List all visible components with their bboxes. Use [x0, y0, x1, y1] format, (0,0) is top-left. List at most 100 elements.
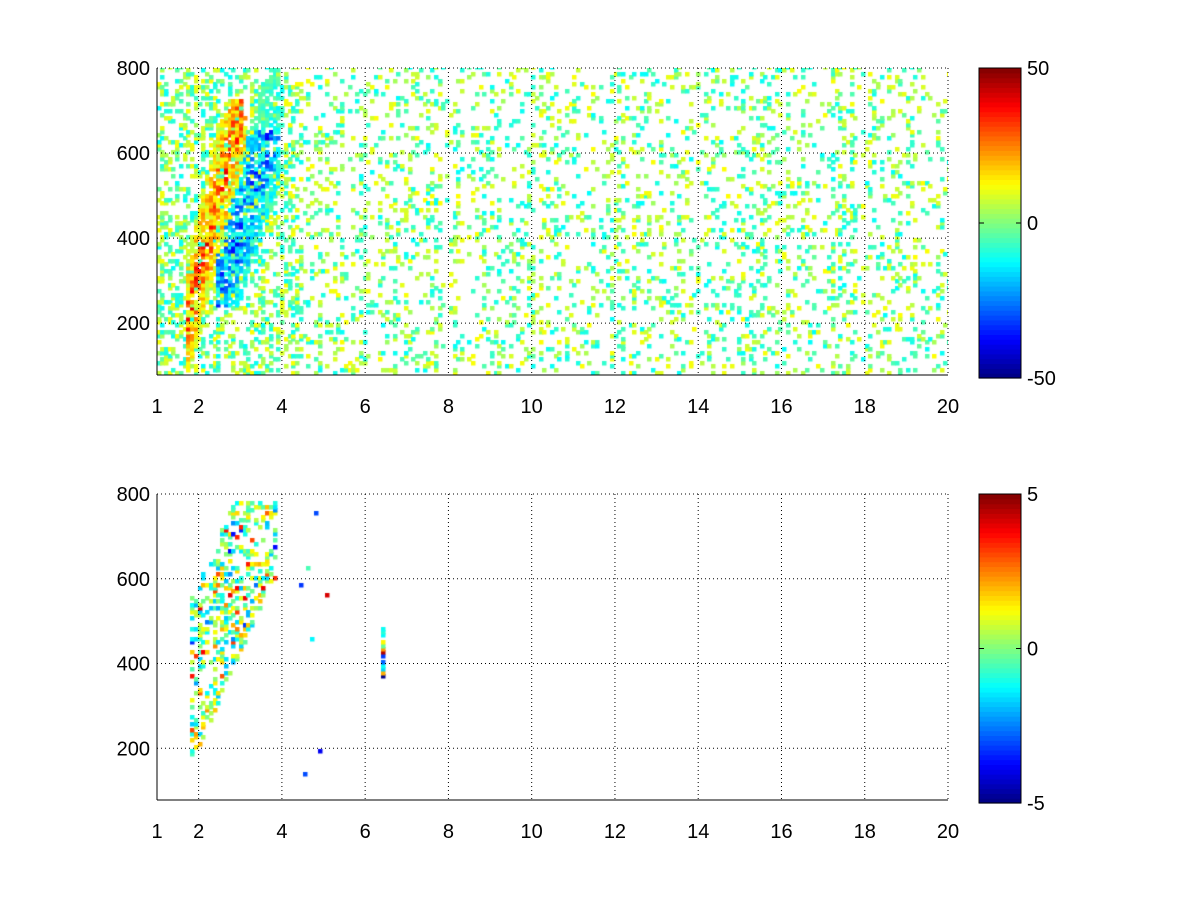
- colorbar-swatch: [979, 348, 1021, 355]
- colorbar-swatch: [979, 189, 1021, 195]
- colorbar-swatch: [979, 561, 1021, 568]
- colorbar-swatch: [979, 247, 1021, 253]
- colorbar-swatch: [979, 774, 1021, 780]
- colorbar-swatch: [979, 696, 1021, 703]
- y-tick-label: 400: [117, 228, 150, 250]
- colorbar-swatch: [979, 648, 1021, 654]
- colorbar-swatch: [979, 281, 1021, 287]
- colorbar-swatch: [979, 706, 1021, 712]
- colorbar-2: 5 0 -5: [978, 484, 1045, 815]
- colorbar-swatch: [979, 135, 1021, 142]
- colorbar-swatch: [979, 130, 1021, 137]
- y-tick-label: 800: [117, 58, 150, 80]
- colorbar-swatch: [979, 547, 1021, 553]
- colorbar-swatch: [979, 619, 1021, 625]
- colorbar-swatch: [979, 198, 1021, 205]
- colorbar-swatch: [979, 261, 1021, 268]
- colorbar-swatch: [979, 111, 1021, 118]
- x-tick-label: 20: [937, 821, 959, 843]
- colorbar-swatch: [979, 503, 1021, 510]
- colorbar-swatch: [979, 150, 1021, 156]
- colorbar-swatch: [979, 252, 1021, 258]
- colorbar-swatch: [979, 145, 1021, 151]
- colorbar-swatch: [979, 629, 1021, 635]
- colorbar-swatch: [979, 174, 1021, 181]
- colorbar-swatch: [979, 740, 1021, 746]
- colorbar-swatch: [979, 600, 1021, 606]
- colorbar-swatch: [979, 754, 1021, 761]
- colorbar-swatch: [979, 227, 1021, 234]
- colorbar-swatch: [979, 285, 1021, 292]
- y-tick-label: 200: [117, 738, 150, 760]
- colorbar-swatch: [979, 634, 1021, 640]
- x-tick-label: 6: [360, 396, 371, 418]
- x-tick-label: 4: [276, 821, 287, 843]
- colorbar-swatch: [979, 498, 1021, 505]
- colorbar-swatch: [979, 344, 1021, 350]
- colorbar-swatch: [979, 691, 1021, 698]
- colorbar-swatch: [979, 580, 1021, 587]
- colorbar-tick-label: 0: [1027, 213, 1038, 235]
- colorbar-swatch: [979, 223, 1021, 229]
- colorbar-swatch: [979, 532, 1021, 539]
- colorbar-swatch: [979, 92, 1021, 98]
- colorbar-swatch: [979, 324, 1021, 331]
- colorbar-swatch: [979, 711, 1021, 717]
- colorbar-swatch: [979, 193, 1021, 200]
- colorbar-swatch: [979, 595, 1021, 601]
- colorbar-swatch: [979, 677, 1021, 683]
- colorbar-swatch: [979, 643, 1021, 650]
- colorbar-swatch: [979, 614, 1021, 621]
- colorbar-swatch: [979, 745, 1021, 751]
- colorbar-swatch: [979, 778, 1021, 785]
- colorbar-swatch: [979, 363, 1021, 369]
- colorbar-swatch: [979, 140, 1021, 147]
- x-tick-label: 16: [770, 396, 792, 418]
- colorbar-swatch: [979, 638, 1021, 645]
- colorbar-swatch: [979, 759, 1021, 765]
- colorbar-swatch: [979, 769, 1021, 775]
- colorbar-swatch: [979, 82, 1021, 88]
- x-tick-label: 6: [360, 821, 371, 843]
- colorbar-swatch: [979, 585, 1021, 592]
- colorbar-swatch: [979, 271, 1021, 277]
- colorbar-tick-label: -5: [1027, 793, 1045, 815]
- colorbar-swatch: [979, 716, 1021, 722]
- colorbar-swatch: [979, 687, 1021, 693]
- colorbar-swatch: [979, 329, 1021, 336]
- x-tick-label: 14: [687, 396, 709, 418]
- colorbar-swatch: [979, 184, 1021, 190]
- colorbar-swatch: [979, 730, 1021, 737]
- colorbar-swatch: [979, 68, 1021, 74]
- x-tick-label: 8: [443, 396, 454, 418]
- colorbar-swatch: [979, 121, 1021, 127]
- colorbar-swatch: [979, 300, 1021, 306]
- colorbar-swatch: [979, 527, 1021, 534]
- y-tick-label: 800: [117, 484, 150, 506]
- colorbar-swatch: [979, 276, 1021, 282]
- colorbar-swatch: [979, 305, 1021, 311]
- colorbar-swatch: [979, 295, 1021, 302]
- colorbar-swatch: [979, 793, 1021, 799]
- colorbar-swatch: [979, 537, 1021, 543]
- colorbar-swatch: [979, 97, 1021, 103]
- colorbar-swatch: [979, 290, 1021, 297]
- x-tick-label: 12: [604, 396, 626, 418]
- colorbar-swatch: [979, 310, 1021, 316]
- colorbar-swatch: [979, 373, 1021, 379]
- colorbar-swatch: [979, 609, 1021, 616]
- colorbar-swatch: [979, 315, 1021, 321]
- colorbar-swatch: [979, 725, 1021, 732]
- colorbar-swatch: [979, 735, 1021, 741]
- x-tick-label: 2: [193, 821, 204, 843]
- colorbar-tick-label: 5: [1027, 484, 1038, 506]
- colorbar-swatch: [979, 522, 1021, 529]
- y-tick-label: 200: [117, 313, 150, 335]
- colorbar-swatch: [979, 701, 1021, 708]
- colorbar-swatch: [979, 353, 1021, 360]
- x-tick-label: 4: [276, 396, 287, 418]
- colorbar-swatch: [979, 87, 1021, 93]
- colorbar-swatch: [979, 682, 1021, 688]
